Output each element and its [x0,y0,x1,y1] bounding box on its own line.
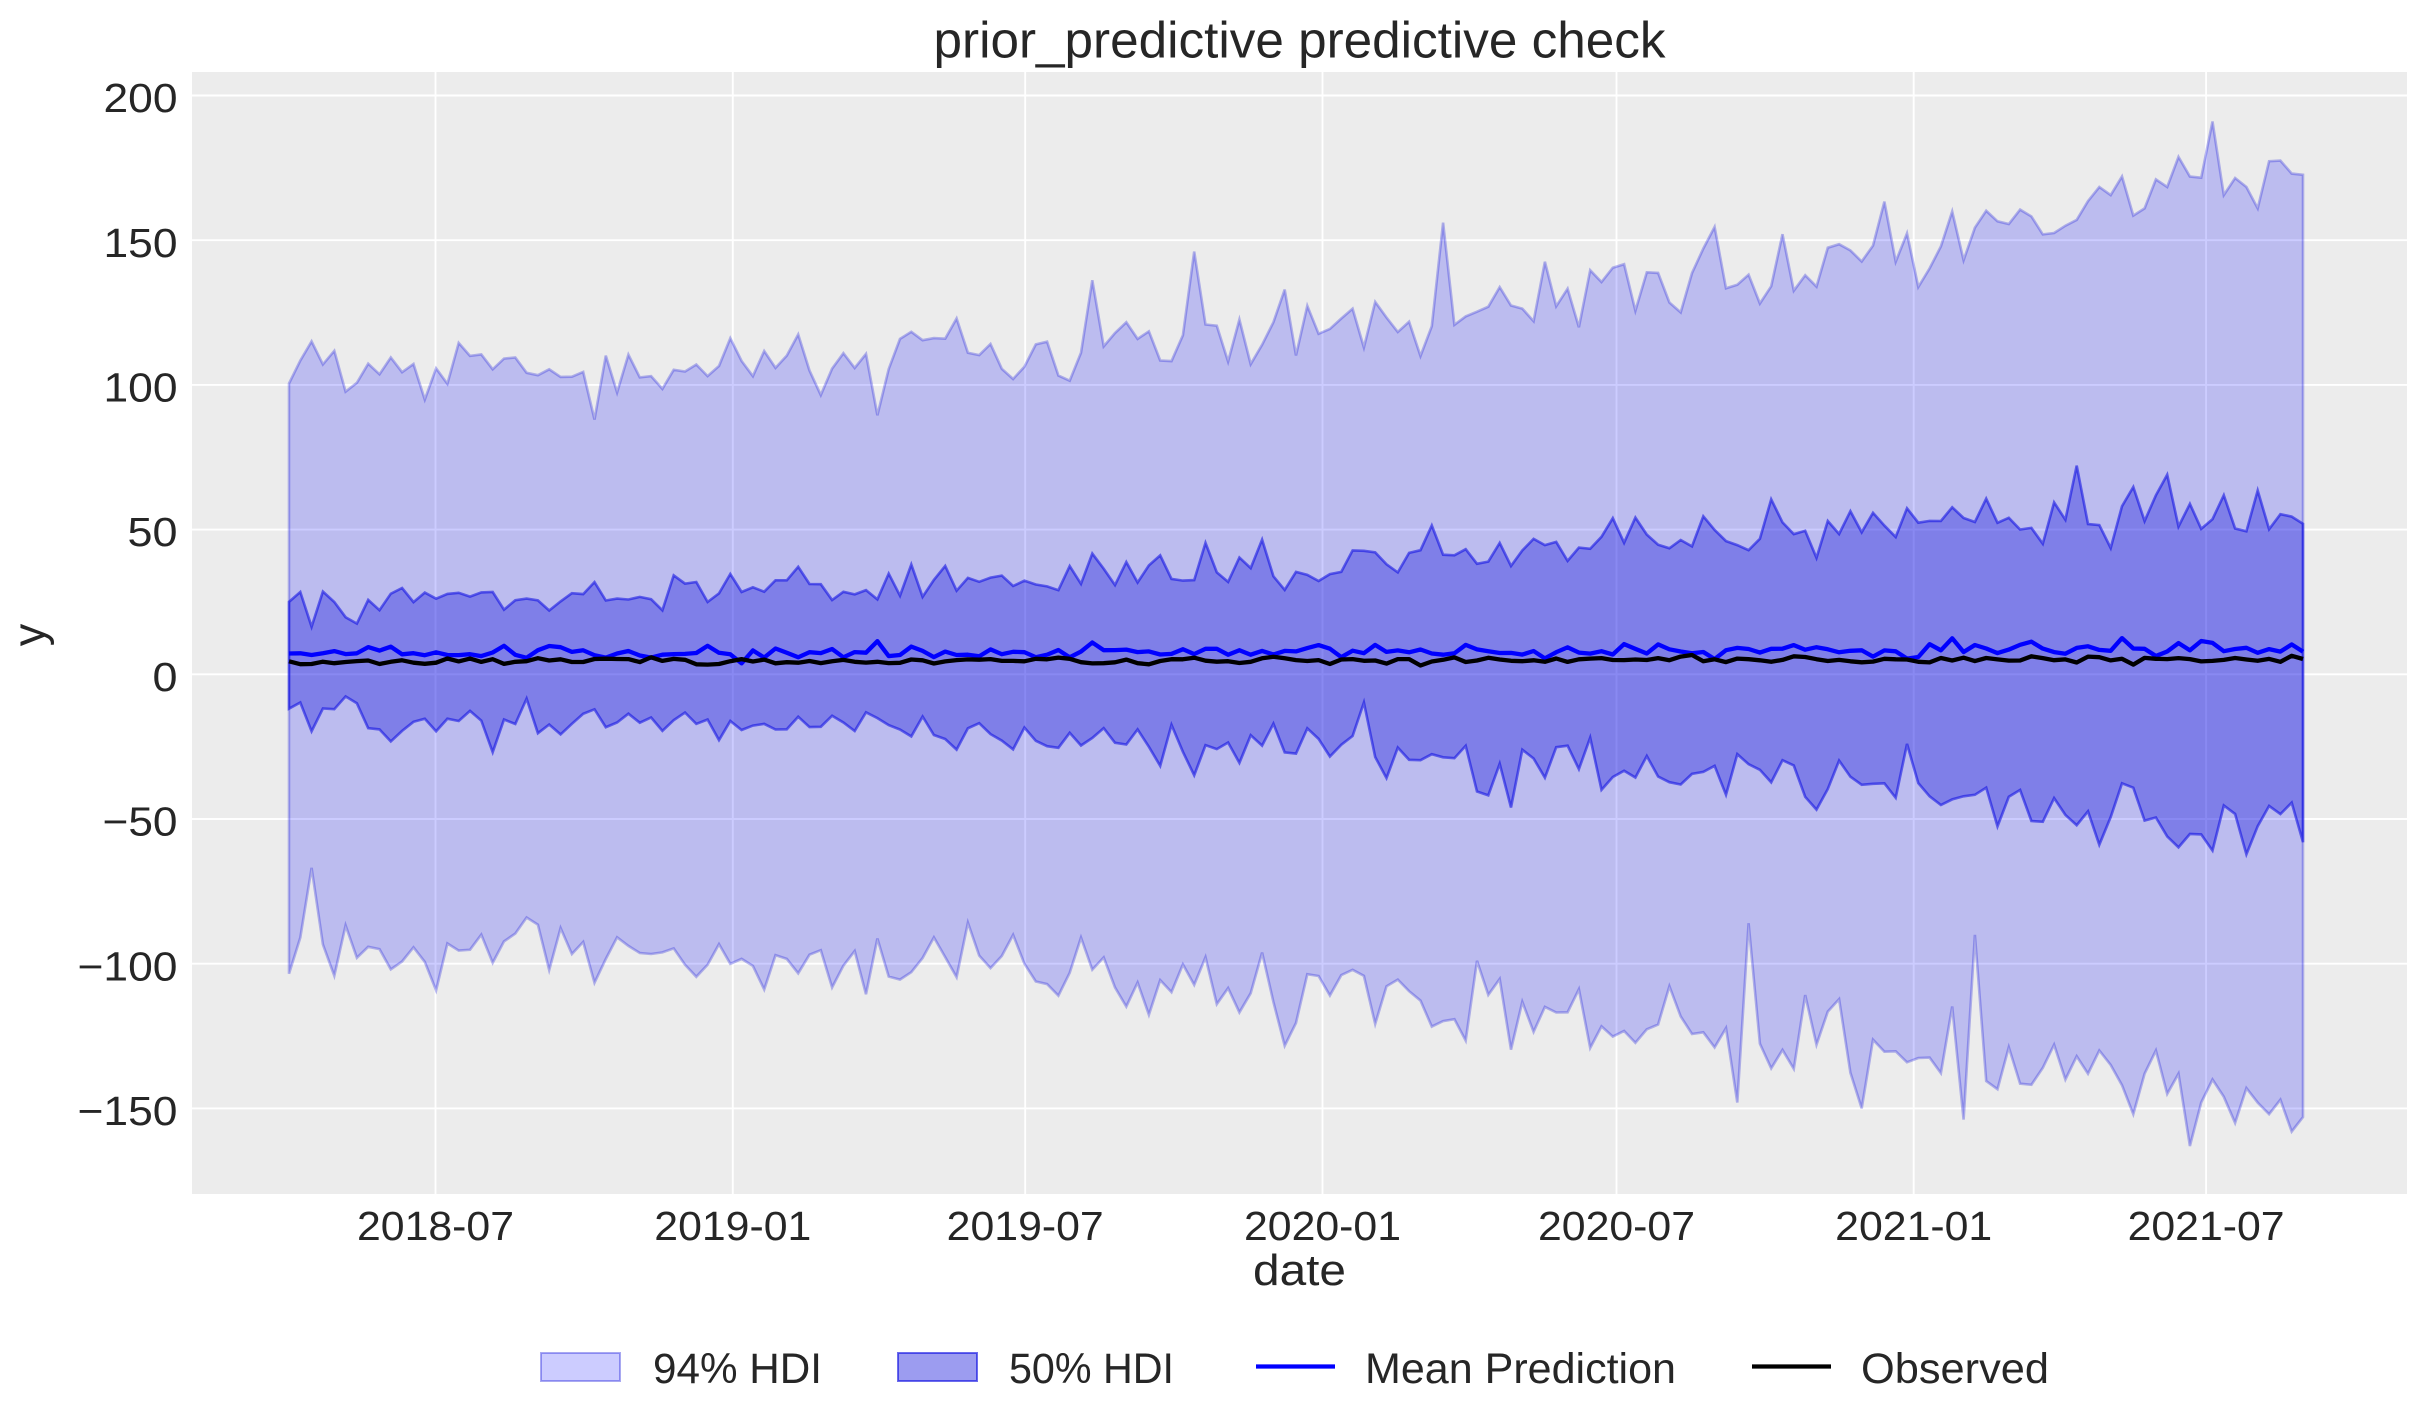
svg-text:2020-01: 2020-01 [1244,1203,1401,1249]
svg-text:150: 150 [104,220,178,266]
svg-text:2021-07: 2021-07 [2128,1203,2285,1249]
svg-text:100: 100 [104,365,178,411]
svg-text:2018-07: 2018-07 [357,1203,514,1249]
svg-text:Mean Prediction: Mean Prediction [1365,1345,1676,1393]
svg-text:50% HDI: 50% HDI [1009,1345,1174,1393]
svg-text:2019-01: 2019-01 [654,1203,811,1249]
svg-text:2020-07: 2020-07 [1538,1203,1695,1249]
svg-text:−50: −50 [103,799,178,845]
svg-text:2021-01: 2021-01 [1835,1203,1992,1249]
svg-text:y: y [4,623,55,646]
svg-text:50: 50 [128,509,178,555]
svg-text:200: 200 [104,75,178,121]
svg-text:0: 0 [153,654,178,700]
svg-text:Observed: Observed [1861,1345,2049,1393]
svg-text:2019-07: 2019-07 [947,1203,1104,1249]
svg-text:prior_predictive predictive ch: prior_predictive predictive check [934,12,1666,69]
svg-text:date: date [1253,1246,1346,1295]
svg-text:94% HDI: 94% HDI [653,1345,822,1393]
svg-text:−100: −100 [78,943,178,989]
svg-text:−150: −150 [78,1088,178,1134]
